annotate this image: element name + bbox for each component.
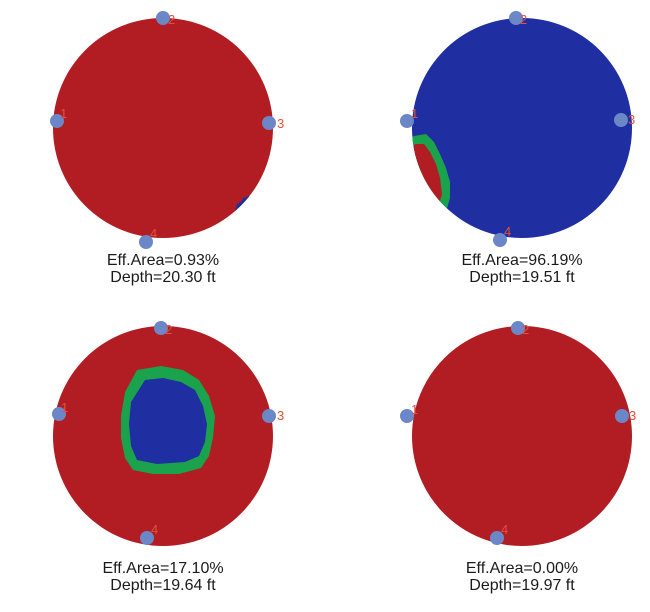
svg-text:3: 3 [277, 408, 284, 423]
svg-text:3: 3 [628, 112, 635, 127]
sensor-top: 2 [154, 321, 172, 337]
svg-text:4: 4 [504, 224, 511, 239]
contour-panel-3: 2 1 3 4 Eff.Area=17.10% Depth=19.64 ft [33, 312, 293, 594]
sensor-top: 2 [509, 11, 527, 27]
depth-label: Depth=19.51 ft [469, 269, 575, 286]
depth-label: Depth=20.30 ft [110, 269, 216, 286]
svg-text:3: 3 [629, 408, 636, 423]
svg-text:1: 1 [411, 402, 418, 417]
sensor-top: 2 [156, 11, 175, 27]
svg-text:3: 3 [277, 116, 284, 131]
sensor-left: 1 [400, 106, 418, 128]
sensor-top: 2 [511, 321, 529, 337]
svg-text:2: 2 [520, 12, 527, 27]
sensor-right: 3 [615, 408, 636, 423]
sensor-right: 3 [262, 408, 284, 423]
contour-panel-4: 2 1 3 4 Eff.Area=0.00% Depth=19.97 ft [392, 312, 650, 594]
disc-background [53, 18, 273, 238]
effective-area-label: Eff.Area=0.00% [465, 560, 579, 577]
sensor-right: 3 [614, 112, 635, 127]
sensor-bottom: 4 [493, 224, 511, 247]
svg-text:1: 1 [60, 106, 67, 121]
disc-background [412, 18, 632, 238]
contour-panel-1: 2 1 3 4 Eff.Area=0.93% Depth=20.30 ft [33, 4, 293, 286]
contour-disc-1: 2 1 3 4 [50, 11, 284, 249]
svg-text:4: 4 [151, 522, 158, 537]
contour-panel-2: 2 1 3 4 Eff.Area=96.19% Depth=19.51 ft [392, 4, 650, 286]
svg-text:4: 4 [150, 226, 157, 241]
low-region [129, 378, 207, 464]
sensor-bottom: 4 [139, 226, 157, 249]
disc-background [412, 326, 632, 546]
contour-disc-2: 2 1 3 4 [400, 11, 635, 247]
contour-disc-3: 2 1 3 4 [52, 321, 284, 546]
svg-text:2: 2 [522, 322, 529, 337]
svg-text:2: 2 [168, 12, 175, 27]
contour-disc-4: 2 1 3 4 [400, 321, 636, 546]
sensor-left: 1 [400, 402, 418, 423]
effective-area-label: Eff.Area=0.93% [106, 252, 220, 269]
sensor-left: 1 [50, 106, 67, 128]
depth-label: Depth=19.97 ft [469, 577, 575, 594]
sensor-bottom: 4 [140, 522, 158, 545]
svg-text:1: 1 [61, 400, 68, 415]
svg-text:4: 4 [501, 522, 508, 537]
effective-area-label: Eff.Area=17.10% [102, 560, 224, 577]
svg-text:1: 1 [411, 106, 418, 121]
sensor-bottom: 4 [490, 522, 508, 545]
svg-text:2: 2 [165, 322, 172, 337]
depth-label: Depth=19.64 ft [110, 577, 216, 594]
sensor-left: 1 [52, 400, 68, 421]
effective-area-label: Eff.Area=96.19% [461, 252, 583, 269]
sensor-right: 3 [262, 116, 284, 131]
